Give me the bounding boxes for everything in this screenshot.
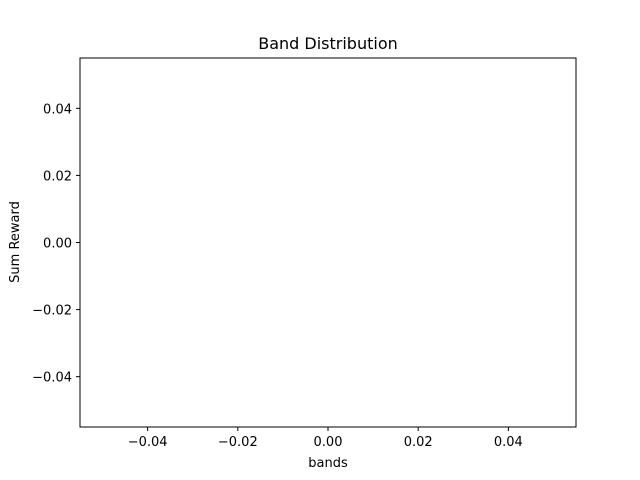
x-tick-label: −0.02 — [218, 435, 258, 450]
y-tick-label: −0.04 — [32, 371, 72, 386]
y-tick-label: 0.00 — [43, 237, 72, 252]
x-tick-label: 0.02 — [404, 435, 433, 450]
x-axis-ticks: −0.04 −0.02 0.00 0.02 0.04 — [128, 427, 523, 450]
y-tick-label: 0.04 — [43, 102, 72, 117]
plot-area-frame — [79, 57, 577, 428]
x-tick-label: 0.00 — [314, 435, 343, 450]
x-axis-label: bands — [308, 456, 348, 471]
chart-title: Band Distribution — [258, 34, 398, 53]
y-tick-label: −0.02 — [32, 304, 72, 319]
x-tick-label: −0.04 — [128, 435, 168, 450]
x-tick-label: 0.04 — [494, 435, 523, 450]
y-axis-label: Sum Reward — [8, 201, 23, 283]
y-tick-label: 0.02 — [43, 169, 72, 184]
y-axis-ticks: −0.04 −0.02 0.00 0.02 0.04 — [32, 102, 80, 386]
